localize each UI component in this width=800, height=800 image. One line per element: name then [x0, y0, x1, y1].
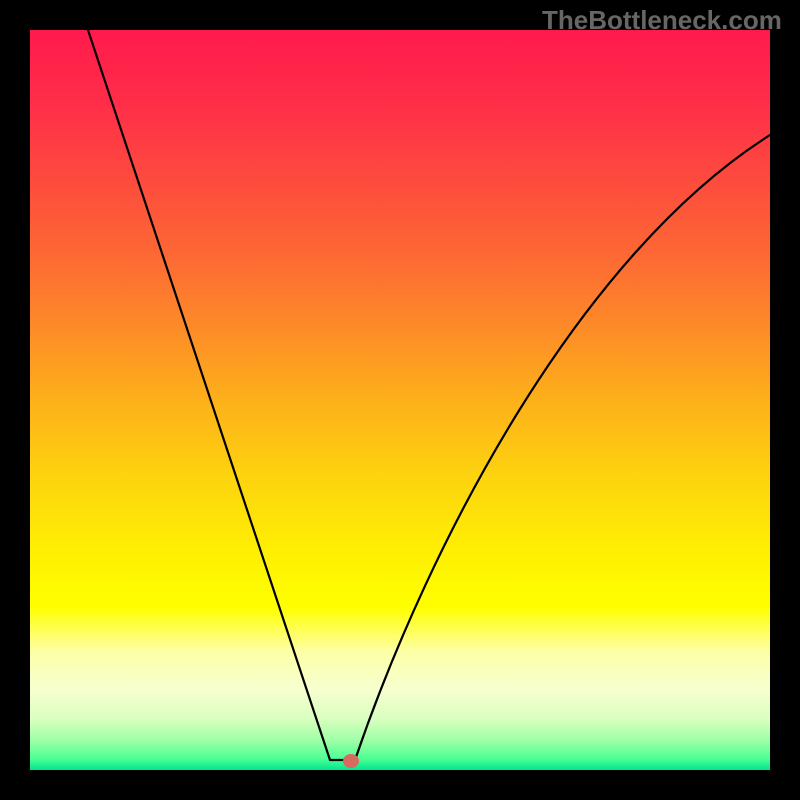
- gradient-curve-chart: [0, 0, 800, 800]
- border-right: [770, 0, 800, 800]
- chart-container: TheBottleneck.com: [0, 0, 800, 800]
- watermark-text: TheBottleneck.com: [542, 5, 782, 36]
- border-bottom: [0, 770, 800, 800]
- optimal-point-marker: [343, 754, 359, 768]
- plot-background: [30, 30, 770, 770]
- border-left: [0, 0, 30, 800]
